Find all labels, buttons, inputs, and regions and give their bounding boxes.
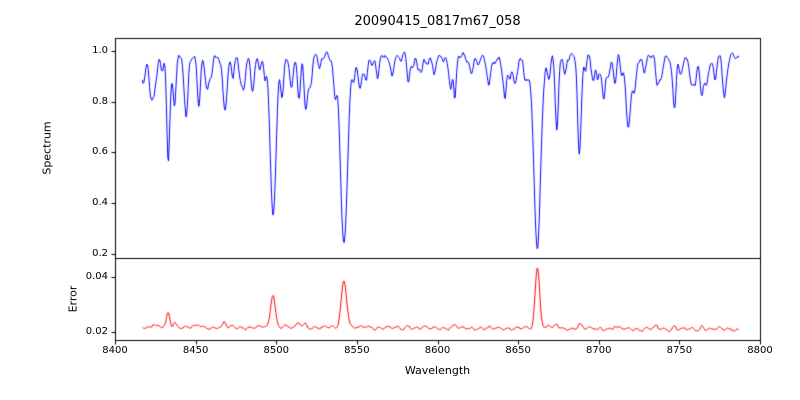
x-tick-label: 8550	[344, 345, 370, 356]
error-y-tick-label: 0.04	[85, 271, 108, 283]
x-tick-label: 8650	[505, 345, 531, 356]
x-tick-label: 8750	[666, 345, 693, 356]
spectrum-y-tick-label: 0.8	[92, 95, 108, 107]
x-tick-label: 8500	[263, 345, 289, 356]
error-y-tick-label: 0.02	[85, 325, 108, 337]
spectrum-y-tick-label: 0.4	[92, 197, 108, 209]
error-y-axis-label: Error	[66, 285, 80, 313]
x-tick-label: 8600	[424, 345, 451, 356]
x-axis-label: Wavelength	[404, 364, 471, 377]
x-tick-label: 8700	[586, 345, 612, 356]
spectrum-y-tick-label: 0.2	[92, 248, 108, 260]
spectrum-y-tick-label: 1.0	[92, 44, 108, 56]
x-tick-label: 8800	[747, 345, 773, 356]
x-tick-label: 8400	[102, 345, 128, 356]
spectrum-y-tick-label: 0.6	[92, 146, 108, 158]
x-tick-label: 8450	[182, 345, 209, 356]
chart-title: 20090415_0817m67_058	[354, 14, 521, 29]
